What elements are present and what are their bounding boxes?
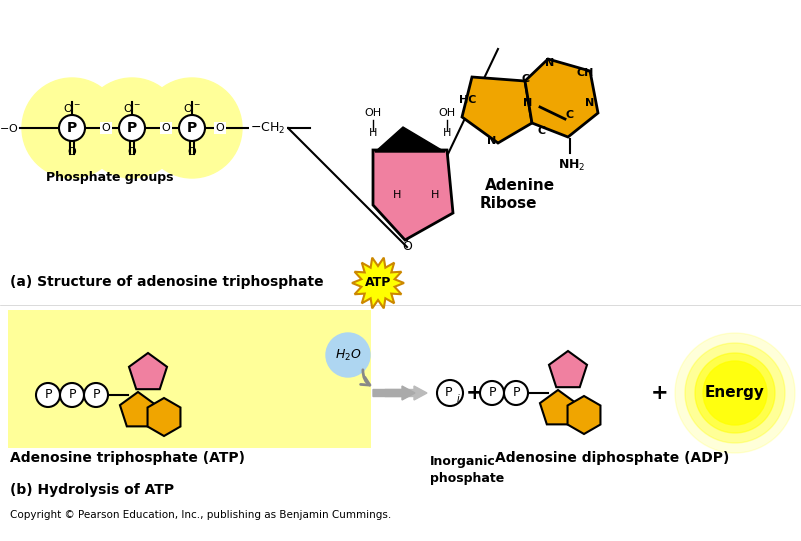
Text: O: O bbox=[187, 147, 196, 157]
Text: H: H bbox=[392, 190, 401, 200]
Text: P: P bbox=[513, 386, 520, 399]
Text: C: C bbox=[522, 74, 530, 84]
Polygon shape bbox=[373, 150, 453, 240]
Circle shape bbox=[437, 380, 463, 406]
Text: O: O bbox=[127, 147, 136, 157]
Text: P: P bbox=[92, 388, 100, 401]
FancyArrow shape bbox=[385, 386, 427, 400]
Circle shape bbox=[22, 78, 122, 178]
Polygon shape bbox=[120, 392, 156, 426]
Circle shape bbox=[179, 115, 205, 141]
Text: Adenosine triphosphate (ATP): Adenosine triphosphate (ATP) bbox=[10, 451, 245, 465]
Text: P: P bbox=[127, 121, 137, 135]
Text: i: i bbox=[457, 394, 460, 404]
Text: P: P bbox=[445, 386, 453, 399]
Text: $H_2O$: $H_2O$ bbox=[335, 347, 361, 362]
Text: OH: OH bbox=[364, 108, 381, 118]
FancyArrow shape bbox=[373, 386, 415, 400]
Text: CH: CH bbox=[576, 68, 594, 78]
Text: H: H bbox=[368, 128, 377, 138]
Text: (b) Hydrolysis of ATP: (b) Hydrolysis of ATP bbox=[10, 483, 174, 497]
Polygon shape bbox=[147, 398, 180, 436]
Circle shape bbox=[59, 115, 85, 141]
Polygon shape bbox=[540, 390, 576, 424]
Text: P: P bbox=[66, 121, 77, 135]
Text: H: H bbox=[443, 128, 451, 138]
Text: Phosphate groups: Phosphate groups bbox=[46, 171, 174, 184]
Text: H: H bbox=[431, 190, 439, 200]
Text: N: N bbox=[523, 98, 533, 108]
Text: NH$_2$: NH$_2$ bbox=[558, 157, 586, 173]
Circle shape bbox=[703, 361, 767, 425]
Text: +: + bbox=[651, 383, 669, 403]
Circle shape bbox=[685, 343, 785, 443]
Polygon shape bbox=[462, 77, 532, 143]
Text: O$^-$: O$^-$ bbox=[183, 102, 201, 114]
Text: (a) Structure of adenosine triphosphate: (a) Structure of adenosine triphosphate bbox=[10, 275, 324, 289]
Text: $-$O: $-$O bbox=[0, 122, 18, 134]
Text: $-$CH$_2$: $-$CH$_2$ bbox=[251, 121, 286, 136]
Text: P: P bbox=[68, 388, 76, 401]
Circle shape bbox=[695, 353, 775, 433]
Text: Ribose: Ribose bbox=[480, 195, 537, 210]
Polygon shape bbox=[568, 396, 601, 434]
Circle shape bbox=[119, 115, 145, 141]
Circle shape bbox=[675, 333, 795, 453]
Text: Energy: Energy bbox=[705, 386, 765, 400]
Text: O$^-$: O$^-$ bbox=[123, 102, 141, 114]
Text: O$^-$: O$^-$ bbox=[63, 102, 81, 114]
Text: O: O bbox=[67, 147, 76, 157]
Text: P: P bbox=[44, 388, 52, 401]
Circle shape bbox=[60, 383, 84, 407]
Text: +: + bbox=[466, 383, 484, 403]
Circle shape bbox=[82, 78, 182, 178]
Text: O: O bbox=[402, 241, 412, 254]
Circle shape bbox=[326, 333, 370, 377]
Text: O: O bbox=[162, 123, 171, 133]
FancyBboxPatch shape bbox=[8, 310, 371, 448]
Text: C: C bbox=[566, 110, 574, 120]
Circle shape bbox=[84, 383, 108, 407]
Text: O: O bbox=[102, 123, 111, 133]
Text: Copyright © Pearson Education, Inc., publishing as Benjamin Cummings.: Copyright © Pearson Education, Inc., pub… bbox=[10, 510, 391, 520]
Text: Inorganic
phosphate: Inorganic phosphate bbox=[430, 455, 505, 485]
Text: Adenosine diphosphate (ADP): Adenosine diphosphate (ADP) bbox=[495, 451, 730, 465]
Text: N: N bbox=[487, 136, 497, 146]
Polygon shape bbox=[129, 353, 167, 389]
Polygon shape bbox=[549, 351, 587, 387]
Polygon shape bbox=[525, 59, 598, 137]
Text: P: P bbox=[489, 386, 496, 399]
Circle shape bbox=[142, 78, 242, 178]
Polygon shape bbox=[352, 258, 404, 308]
Text: Adenine: Adenine bbox=[485, 177, 555, 193]
FancyArrowPatch shape bbox=[360, 370, 370, 385]
Polygon shape bbox=[375, 127, 445, 152]
Text: OH: OH bbox=[438, 108, 456, 118]
Circle shape bbox=[504, 381, 528, 405]
Text: N: N bbox=[586, 98, 594, 108]
Circle shape bbox=[36, 383, 60, 407]
Text: ATP: ATP bbox=[364, 276, 391, 289]
Text: HC: HC bbox=[459, 95, 477, 105]
Text: O: O bbox=[215, 123, 224, 133]
Text: C: C bbox=[538, 126, 546, 136]
Text: P: P bbox=[187, 121, 197, 135]
Text: N: N bbox=[545, 58, 554, 68]
Circle shape bbox=[480, 381, 504, 405]
